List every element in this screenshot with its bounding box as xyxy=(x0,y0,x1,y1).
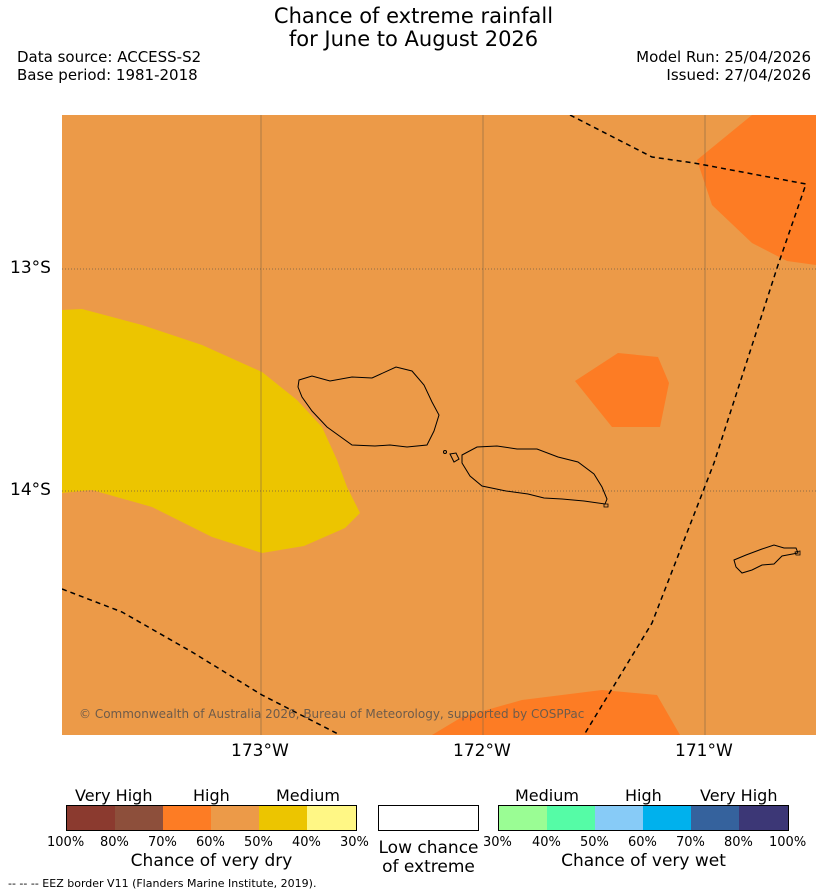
eez-border-southwest xyxy=(62,588,341,735)
zone-medium-dry-west xyxy=(62,309,360,553)
title-line1: Chance of extreme rainfall xyxy=(273,4,554,28)
zone-high-dry-east xyxy=(575,353,669,427)
legend-dry-swatch-4 xyxy=(211,806,260,830)
lat-label-13s: 13°S xyxy=(10,258,51,278)
map-copyright: © Commonwealth of Australia 2026, Bureau… xyxy=(79,707,584,721)
legend-wet-swatch-3 xyxy=(595,806,644,830)
lon-label-173w: 173°W xyxy=(231,741,289,761)
legend-dry-group-very-high: Very High xyxy=(75,786,153,805)
lat-label-14s: 14°S xyxy=(10,480,51,500)
legend-neutral-box xyxy=(378,805,479,831)
legend-neutral-caption-line1: Low chance xyxy=(378,838,479,858)
eez-border xyxy=(62,115,807,735)
legend-wet-swatch-6 xyxy=(739,806,788,830)
data-source: Data source: ACCESS-S2 xyxy=(17,48,202,66)
title-line2: for June to August 2026 xyxy=(288,27,539,51)
legend-wet-group-very-high: Very High xyxy=(700,786,778,805)
legend-wet-tick-100: 100% xyxy=(769,835,807,850)
island-aunuu xyxy=(794,550,801,556)
model-run: Model Run: 25/04/2026 xyxy=(636,48,811,66)
legend-dry-tick-70: 70% xyxy=(148,835,177,850)
legend-dry-swatch-5 xyxy=(259,806,308,830)
legend-wet-group-high: High xyxy=(625,786,662,805)
legend-dry-group-medium: Medium xyxy=(276,786,340,805)
island-apolima xyxy=(443,450,447,454)
legend-wet-tick-40: 40% xyxy=(532,835,561,850)
legend-dry-swatch-1 xyxy=(67,806,116,830)
legend-wet-bar xyxy=(498,805,789,831)
legend-wet-swatch-2 xyxy=(547,806,596,830)
legend-wet-swatch-1 xyxy=(499,806,548,830)
issued-date: Issued: 27/04/2026 xyxy=(666,66,811,84)
legend-wet-tick-60: 60% xyxy=(628,835,657,850)
legend-wet-tick-80: 80% xyxy=(724,835,753,850)
legend-dry-group-high: High xyxy=(193,786,230,805)
island-tutuila xyxy=(733,544,799,574)
legend-dry-tick-40: 40% xyxy=(292,835,321,850)
island-manono xyxy=(449,452,460,463)
legend-dry-swatch-6 xyxy=(307,806,356,830)
legend-neutral-caption-line2: of extreme xyxy=(382,857,475,877)
lon-label-172w: 172°W xyxy=(453,741,511,761)
legend-dry-tick-30: 30% xyxy=(340,835,369,850)
zone-high-dry-south xyxy=(432,690,680,735)
map-panel: © Commonwealth of Australia 2026, Bureau… xyxy=(62,115,816,735)
island-savaii xyxy=(297,366,440,448)
lon-label-171w: 171°W xyxy=(675,741,733,761)
eez-border-east xyxy=(569,115,807,735)
legend-dry-swatch-2 xyxy=(115,806,164,830)
legend-dry-tick-60: 60% xyxy=(196,835,225,850)
legend-dry-tick-80: 80% xyxy=(100,835,129,850)
legend-wet-swatch-4 xyxy=(643,806,692,830)
legend-wet-tick-50: 50% xyxy=(580,835,609,850)
legend-wet-caption: Chance of very wet xyxy=(561,851,726,871)
legend-wet-tick-70: 70% xyxy=(676,835,705,850)
eez-footnote: -- -- -- EEZ border V11 (Flanders Marine… xyxy=(8,877,317,890)
graticule xyxy=(260,115,706,735)
zone-high-dry-northeast xyxy=(697,115,816,265)
legend-wet-group-medium: Medium xyxy=(515,786,579,805)
island-upolu xyxy=(461,445,608,505)
legend-dry-bar xyxy=(66,805,357,831)
islet-east-upolu xyxy=(603,503,609,508)
legend-wet-swatch-5 xyxy=(691,806,740,830)
legend-dry-swatch-3 xyxy=(163,806,212,830)
legend-dry-caption: Chance of very dry xyxy=(130,851,293,871)
legend-dry-tick-50: 50% xyxy=(244,835,273,850)
legend-wet-tick-30: 30% xyxy=(483,835,512,850)
legend-dry-tick-100: 100% xyxy=(47,835,85,850)
base-period: Base period: 1981-2018 xyxy=(17,66,198,84)
